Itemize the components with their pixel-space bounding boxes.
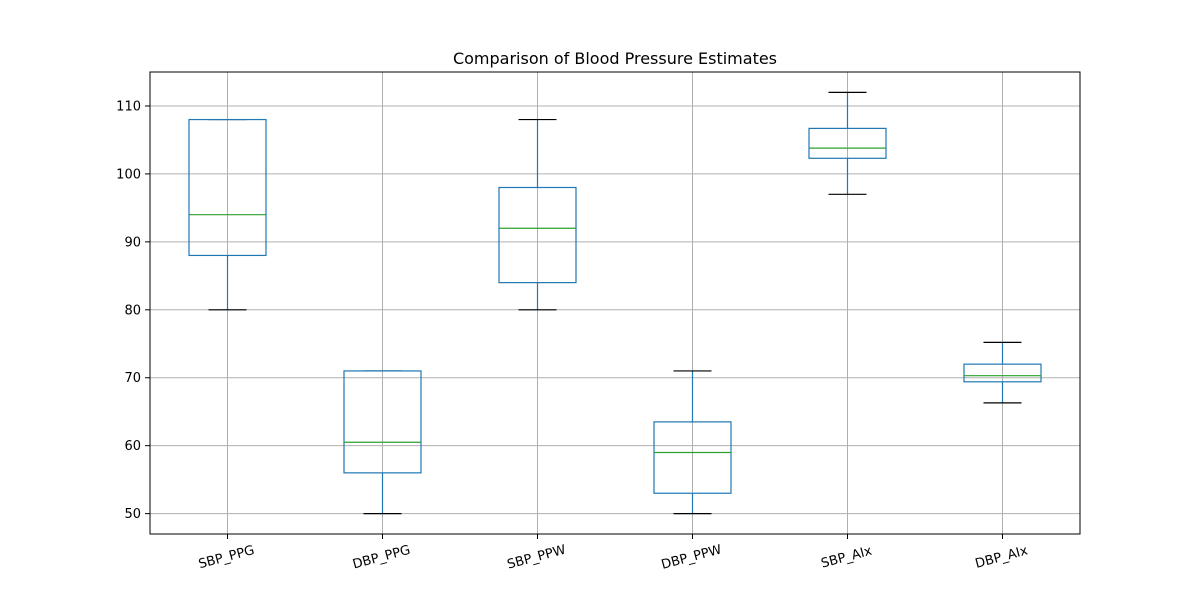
- x-tick-label: SBP_AIx: [820, 544, 874, 572]
- iqr-box: [963, 363, 1042, 383]
- boxes: [188, 91, 1042, 515]
- x-tick-label: DBP_PPG: [351, 543, 412, 573]
- y-tick-label: 100: [116, 167, 141, 182]
- x-tick-label: SBP_PPG: [197, 543, 256, 572]
- box-sbp-ppw: [498, 118, 577, 311]
- plot-frame: [149, 71, 1081, 535]
- y-tick-label: 50: [124, 507, 141, 522]
- y-tick-label: 60: [124, 439, 141, 454]
- x-tick-label: DBP_AIx: [974, 543, 1030, 571]
- grid-lines: [150, 72, 1080, 534]
- chart-title: Comparison of Blood Pressure Estimates: [453, 49, 777, 68]
- y-axis: 50 60 70 80 90 100 110: [116, 99, 150, 522]
- box-dbp-aix: [963, 341, 1042, 404]
- iqr-box: [653, 421, 732, 494]
- y-tick-label: 90: [124, 235, 141, 250]
- x-tick-label: DBP_PPW: [660, 542, 724, 573]
- y-tick-label: 70: [124, 371, 141, 386]
- box-sbp-aix: [808, 91, 887, 195]
- x-axis: SBP_PPG DBP_PPG SBP_PPW DBP_PPW SBP_AIx DBP_A…: [197, 534, 1030, 573]
- iqr-box: [498, 186, 577, 284]
- box-sbp-ppg: [188, 118, 267, 311]
- iqr-box: [808, 127, 887, 159]
- y-tick-label: 110: [116, 99, 141, 114]
- box-dbp-ppw: [653, 370, 732, 515]
- x-tick-label: SBP_PPW: [506, 543, 568, 573]
- iqr-box: [343, 370, 422, 474]
- box-dbp-ppg: [343, 370, 422, 515]
- y-tick-label: 80: [124, 303, 141, 318]
- iqr-box: [188, 118, 267, 257]
